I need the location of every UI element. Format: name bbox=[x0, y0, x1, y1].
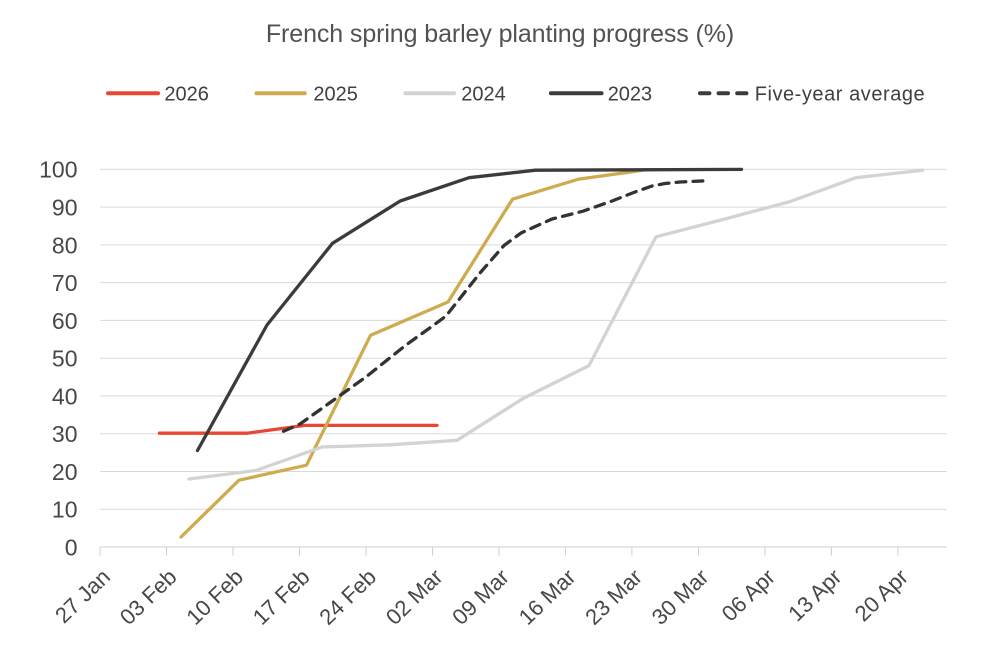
svg-text:90: 90 bbox=[52, 195, 78, 221]
svg-text:24 Feb: 24 Feb bbox=[314, 564, 381, 630]
svg-text:60: 60 bbox=[52, 308, 78, 334]
svg-text:2026: 2026 bbox=[164, 84, 209, 106]
svg-text:2024: 2024 bbox=[461, 84, 506, 106]
svg-text:Five-year average: Five-year average bbox=[755, 84, 926, 106]
svg-text:09 Mar: 09 Mar bbox=[447, 564, 514, 630]
svg-text:2023: 2023 bbox=[608, 84, 653, 106]
svg-text:50: 50 bbox=[52, 346, 78, 372]
svg-text:13 Apr: 13 Apr bbox=[783, 564, 846, 626]
svg-text:80: 80 bbox=[52, 232, 78, 258]
svg-text:30 Mar: 30 Mar bbox=[647, 564, 714, 630]
svg-text:17 Feb: 17 Feb bbox=[248, 564, 315, 630]
svg-text:27 Jan: 27 Jan bbox=[50, 564, 115, 628]
svg-text:40: 40 bbox=[52, 383, 78, 409]
svg-text:06 Apr: 06 Apr bbox=[717, 564, 780, 626]
svg-text:20: 20 bbox=[52, 459, 78, 485]
svg-text:02 Mar: 02 Mar bbox=[381, 564, 448, 630]
svg-text:10 Feb: 10 Feb bbox=[181, 564, 248, 630]
svg-text:0: 0 bbox=[65, 534, 78, 560]
svg-text:French spring barley planting: French spring barley planting progress (… bbox=[266, 20, 734, 48]
svg-text:03 Feb: 03 Feb bbox=[115, 564, 182, 630]
svg-text:100: 100 bbox=[39, 157, 77, 183]
svg-text:2025: 2025 bbox=[313, 84, 358, 106]
svg-text:20 Apr: 20 Apr bbox=[850, 564, 913, 626]
svg-text:16 Mar: 16 Mar bbox=[514, 564, 581, 630]
svg-text:70: 70 bbox=[52, 270, 78, 296]
svg-text:30: 30 bbox=[52, 421, 78, 447]
svg-text:10: 10 bbox=[52, 497, 78, 523]
svg-text:23 Mar: 23 Mar bbox=[580, 564, 647, 630]
